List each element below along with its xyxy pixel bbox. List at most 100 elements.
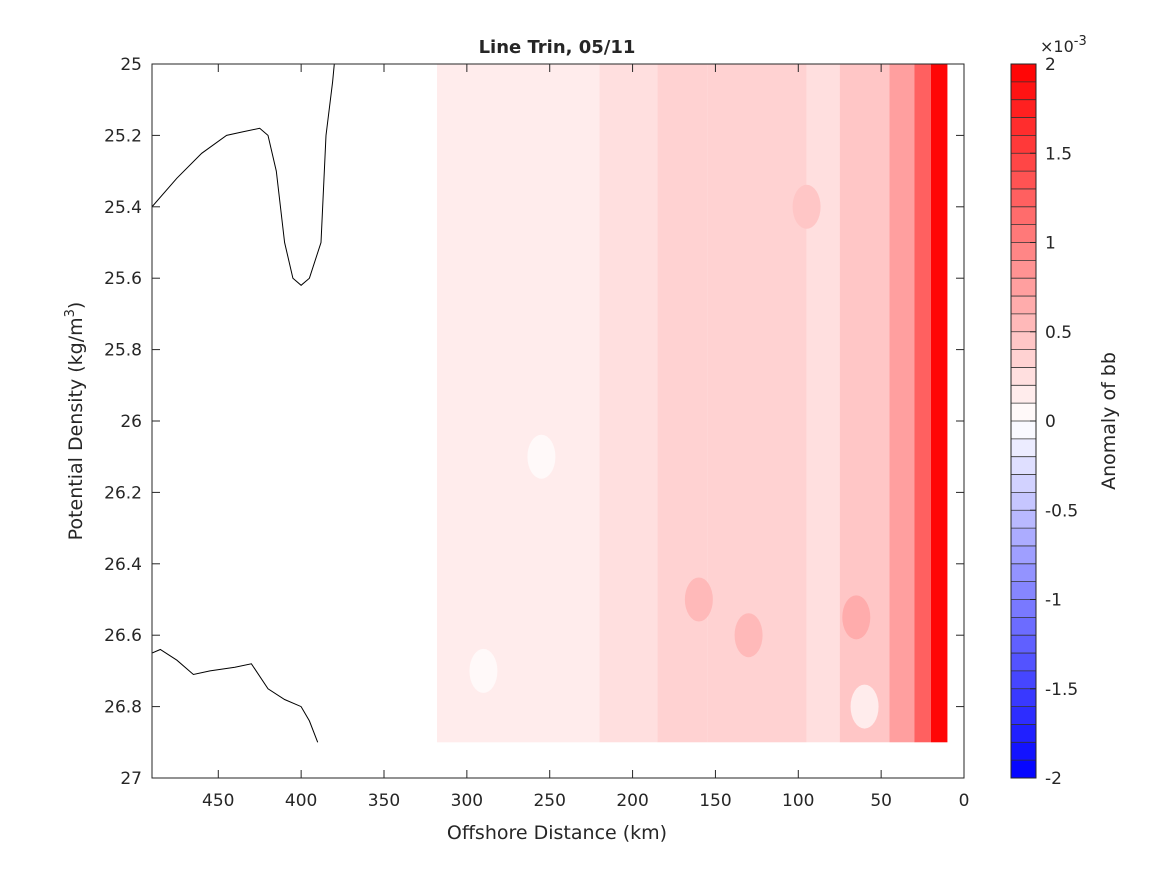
colorbar-ticks: 2 1.5 1 0.5 0 -0.5 -1 -1.5 -2	[1030, 55, 1078, 789]
colorbar-level	[1011, 224, 1036, 243]
field-patch	[842, 595, 871, 640]
x-tick-label: 0	[959, 791, 970, 811]
colorbar-level	[1011, 510, 1036, 529]
y-tick-label: 25.8	[104, 341, 142, 361]
x-tick-label: 250	[533, 791, 565, 811]
field-band	[657, 64, 708, 743]
colorbar-tick-label: -1.5	[1045, 680, 1078, 700]
field-band	[806, 64, 840, 743]
y-tick-label: 26.8	[104, 698, 142, 718]
field-band	[889, 64, 915, 743]
colorbar-level	[1011, 706, 1036, 725]
field-band	[839, 64, 890, 743]
colorbar-level	[1011, 260, 1036, 279]
x-axis-ticks: 450 400 350 300 250 200 150 100 50 0	[202, 64, 969, 811]
colorbar-exponent-base: ×10	[1040, 37, 1074, 56]
x-tick-label: 400	[285, 791, 317, 811]
colorbar-level	[1011, 528, 1036, 547]
x-tick-label: 100	[782, 791, 814, 811]
colorbar-tick-label: -1	[1045, 591, 1062, 611]
y-tick-label: 26.2	[104, 483, 142, 503]
colorbar-level	[1011, 385, 1036, 404]
y-axis-label-sup: 3	[63, 309, 78, 317]
x-tick-label: 200	[616, 791, 648, 811]
colorbar-tick-label: -2	[1045, 769, 1062, 789]
colorbar-label: Anomaly of bb	[1098, 352, 1120, 490]
colorbar-level	[1011, 403, 1036, 422]
y-axis-ticks: 25 25.2 25.4 25.6 25.8 26 26.2 26.4 26.6 26.8 27	[104, 55, 964, 789]
colorbar-level	[1011, 456, 1036, 475]
colorbar-level	[1011, 331, 1036, 350]
y-axis-label-main: Potential Density (kg/m	[65, 317, 87, 540]
field-patch	[684, 577, 713, 622]
colorbar-level	[1011, 153, 1036, 172]
colorbar-level	[1011, 349, 1036, 368]
field-patch	[850, 684, 879, 729]
y-tick-label: 25.2	[104, 126, 142, 146]
field-patch	[792, 184, 821, 229]
field-band	[599, 64, 658, 743]
colorbar-level	[1011, 313, 1036, 332]
x-tick-label: 150	[699, 791, 731, 811]
x-tick-label: 450	[202, 791, 234, 811]
zero-contour-line	[152, 64, 335, 286]
colorbar-level	[1011, 653, 1036, 672]
zero-contour-line	[152, 648, 319, 743]
colorbar-level	[1011, 64, 1036, 83]
x-tick-label: 50	[870, 791, 892, 811]
colorbar-tick-label: -0.5	[1045, 501, 1078, 521]
field-patch	[527, 434, 556, 479]
colorbar-level	[1011, 581, 1036, 600]
colorbar-level	[1011, 635, 1036, 654]
field-patch	[734, 613, 763, 658]
y-tick-label: 25.4	[104, 198, 142, 218]
colorbar-level	[1011, 724, 1036, 743]
colorbar-level	[1011, 367, 1036, 386]
colorbar-level	[1011, 474, 1036, 493]
colorbar-level	[1011, 688, 1036, 707]
colorbar-tick-label: 0	[1045, 412, 1056, 432]
colorbar-level	[1011, 438, 1036, 457]
y-axis-label: Potential Density (kg/m3)	[63, 302, 87, 541]
colorbar	[1011, 64, 1036, 779]
colorbar-level	[1011, 81, 1036, 100]
colorbar-tick-label: 1	[1045, 234, 1056, 254]
y-tick-label: 25	[120, 55, 142, 75]
colorbar-level	[1011, 135, 1036, 154]
field-band	[914, 64, 931, 743]
x-tick-label: 350	[368, 791, 400, 811]
colorbar-exponent-sup: -3	[1074, 34, 1087, 49]
chart-title: Line Trin, 05/11	[479, 37, 636, 58]
y-tick-label: 26.6	[104, 626, 142, 646]
colorbar-level	[1011, 206, 1036, 225]
y-tick-label: 27	[120, 769, 142, 789]
y-tick-label: 25.6	[104, 269, 142, 289]
colorbar-level	[1011, 421, 1036, 440]
x-axis-label: Offshore Distance (km)	[447, 822, 667, 844]
colorbar-level	[1011, 742, 1036, 761]
colorbar-level	[1011, 171, 1036, 190]
colorbar-level	[1011, 296, 1036, 315]
y-tick-label: 26	[120, 412, 142, 432]
colorbar-level	[1011, 242, 1036, 261]
colorbar-tick-label: 0.5	[1045, 323, 1072, 343]
colorbar-level	[1011, 563, 1036, 582]
colorbar-level	[1011, 278, 1036, 297]
y-axis-label-tail: )	[65, 302, 87, 309]
field-layer	[437, 64, 948, 743]
colorbar-tick-label: 2	[1045, 55, 1056, 75]
colorbar-tick-label: 1.5	[1045, 144, 1072, 164]
field-patch	[469, 648, 498, 693]
colorbar-level	[1011, 99, 1036, 118]
colorbar-level	[1011, 599, 1036, 618]
field-band	[930, 64, 948, 743]
colorbar-level	[1011, 492, 1036, 511]
y-tick-label: 26.4	[104, 555, 142, 575]
field-band	[437, 64, 600, 743]
colorbar-level	[1011, 760, 1036, 779]
colorbar-level	[1011, 117, 1036, 136]
colorbar-exponent: ×10-3	[1040, 34, 1087, 56]
x-tick-label: 300	[451, 791, 483, 811]
